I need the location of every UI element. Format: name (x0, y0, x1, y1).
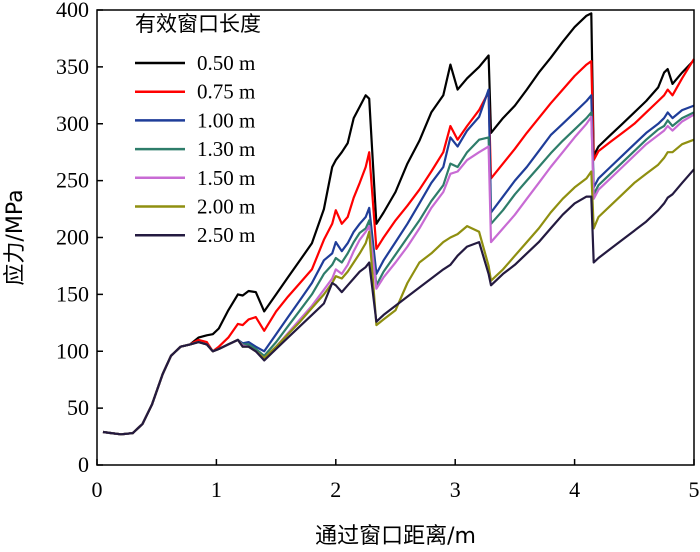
series-line-3 (102, 111, 695, 436)
x-tick-label: 0 (92, 477, 103, 502)
y-tick-label: 350 (56, 54, 89, 79)
y-tick-label: 0 (78, 452, 89, 477)
legend-label-6: 2.50 m (197, 223, 255, 247)
plot-frame (96, 9, 695, 466)
y-axis-title: 应力/MPa (3, 189, 28, 285)
legend-label-5: 2.00 m (197, 195, 255, 219)
y-tick-label: 100 (56, 338, 89, 363)
x-tick-label: 3 (450, 477, 461, 502)
legend-label-3: 1.30 m (197, 137, 255, 161)
legend-label-1: 0.75 m (197, 80, 255, 104)
x-tick-label: 2 (330, 477, 341, 502)
legend-label-0: 0.50 m (197, 51, 255, 75)
y-tick-label: 50 (67, 395, 89, 420)
y-tick-label: 300 (56, 111, 89, 136)
y-tick-label: 250 (56, 168, 89, 193)
x-axis-title: 通过窗口距离/m (315, 524, 476, 549)
x-tick-label: 5 (689, 477, 700, 502)
series-line-0 (102, 12, 695, 436)
y-tick-label: 400 (56, 0, 89, 22)
legend: 有效窗口长度 0.50 m 0.75 m 1.00 m 1.30 m 1.50 m 2.00… (135, 12, 261, 247)
x-tick-label: 4 (569, 477, 580, 502)
legend-title: 有效窗口长度 (135, 12, 261, 36)
x-tick-label: 1 (211, 477, 222, 502)
series-line-6 (102, 168, 695, 436)
series-lines (102, 12, 695, 436)
legend-label-2: 1.00 m (197, 108, 255, 132)
legend-label-4: 1.50 m (197, 166, 255, 190)
series-line-4 (102, 113, 695, 436)
y-tick-label: 150 (56, 281, 89, 306)
y-tick-label: 200 (56, 225, 89, 250)
series-line-1 (102, 58, 695, 436)
